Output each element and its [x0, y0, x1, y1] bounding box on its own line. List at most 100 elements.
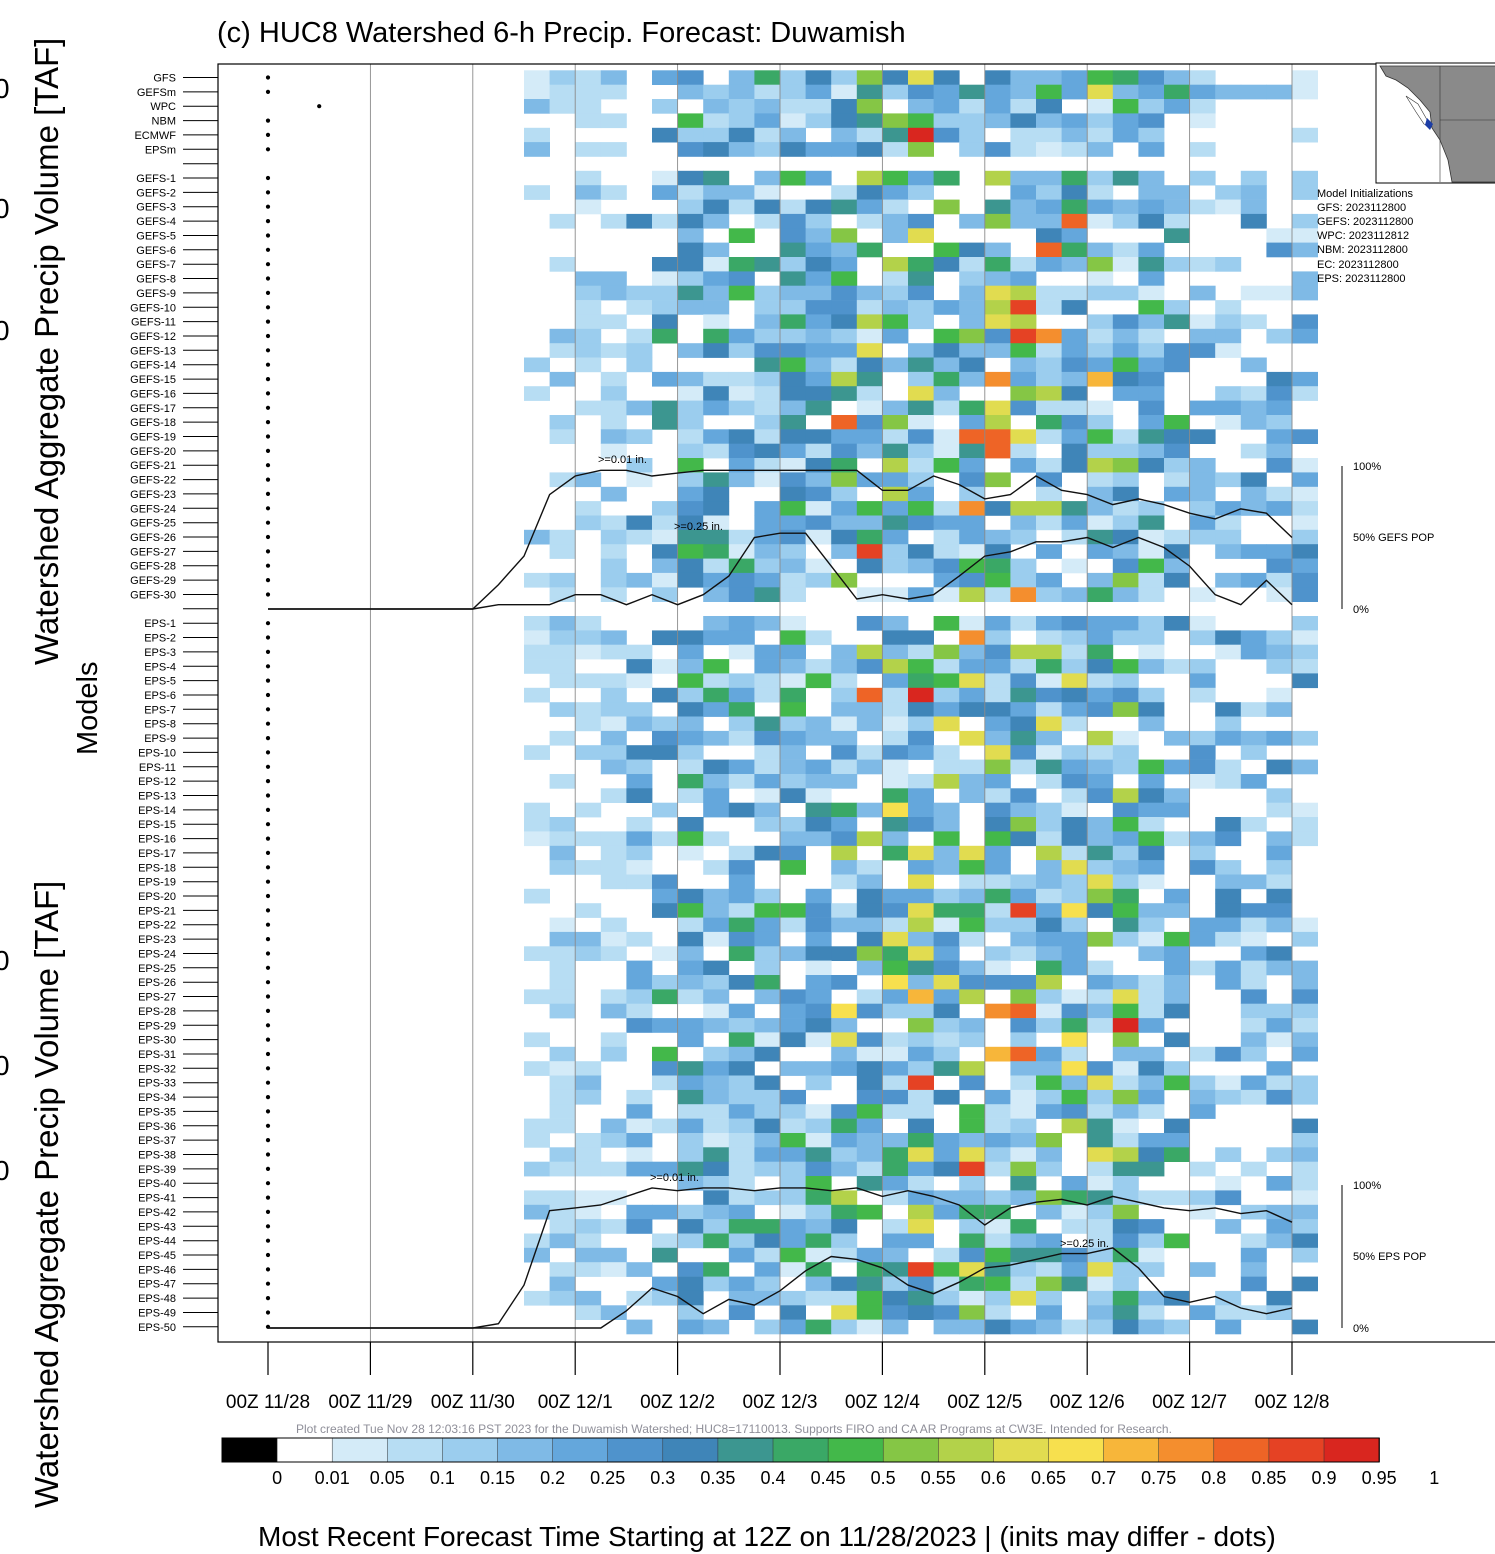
init-dot	[265, 965, 271, 970]
heatmap-cell	[1240, 213, 1267, 229]
heatmap-cell	[575, 142, 602, 157]
heatmap-cell	[805, 1219, 832, 1234]
heatmap-cell	[549, 415, 576, 430]
heatmap-cell	[780, 242, 806, 258]
heatmap-cell	[780, 99, 806, 114]
heatmap-cell	[933, 845, 960, 861]
heatmap-cell	[959, 328, 986, 344]
heatmap-cell	[1138, 400, 1165, 416]
heatmap-cell	[1010, 443, 1037, 459]
heatmap-cell	[1061, 1089, 1088, 1105]
heatmap-cell	[1061, 170, 1088, 186]
heatmap-cell	[626, 1089, 653, 1105]
row-label: GEFS-28	[130, 561, 176, 573]
heatmap-cell	[1189, 831, 1216, 847]
row-label: EPS-12	[138, 776, 176, 788]
colorbar-label: 0.95	[1362, 1468, 1397, 1488]
heatmap-cell	[1240, 975, 1267, 990]
heatmap-cell	[754, 730, 781, 746]
colorbar-swatch	[717, 1437, 774, 1463]
heatmap-cell	[882, 730, 909, 746]
heatmap-cell	[600, 644, 627, 660]
heatmap-cell	[780, 917, 806, 933]
heatmap-cell	[831, 199, 858, 215]
heatmap-cell	[1138, 529, 1165, 545]
heatmap-cell	[728, 687, 755, 703]
heatmap-cell	[1215, 759, 1242, 775]
row-label: EPS-33	[138, 1078, 176, 1090]
heatmap-cell	[1138, 544, 1165, 559]
heatmap-cell	[1215, 1290, 1242, 1306]
heatmap-cell	[626, 745, 653, 760]
heatmap-cell	[549, 1262, 576, 1277]
heatmap-cell	[703, 917, 730, 933]
heatmap-cell	[1240, 630, 1267, 646]
heatmap-cell	[856, 314, 883, 330]
heatmap-cell	[1061, 788, 1088, 803]
heatmap-cell	[856, 113, 883, 129]
heatmap-cell	[1266, 630, 1293, 646]
heatmap-cell	[933, 587, 960, 602]
heatmap-cell	[754, 774, 781, 789]
heatmap-cell	[831, 357, 858, 373]
heatmap-cell	[805, 1133, 832, 1148]
row-label: GEFS-18	[130, 417, 176, 429]
heatmap-cell	[780, 529, 806, 545]
heatmap-cell	[1292, 1247, 1318, 1263]
heatmap-cell	[1292, 84, 1318, 100]
heatmap-cell	[677, 659, 704, 674]
heatmap-cell	[984, 84, 1011, 100]
init-dot	[265, 247, 271, 252]
heatmap-cell	[882, 946, 909, 961]
heatmap-cell	[984, 730, 1011, 746]
heatmap-cell	[780, 702, 806, 717]
heatmap-cell	[728, 84, 755, 100]
heatmap-cell	[703, 486, 730, 502]
heatmap-cell	[1036, 1104, 1062, 1119]
heatmap-cell	[728, 702, 755, 717]
heatmap-cell	[831, 975, 858, 990]
heatmap-cell	[1061, 1247, 1088, 1263]
heatmap-cell	[1087, 99, 1114, 114]
heatmap-cell	[754, 903, 781, 918]
init-dot	[265, 377, 271, 382]
heatmap-cell	[1112, 1262, 1139, 1277]
heatmap-cell	[575, 860, 602, 875]
heatmap-cell	[703, 1219, 730, 1234]
row-label: EPS-9	[144, 733, 176, 745]
heatmap-cell	[882, 314, 909, 330]
row-label: EPS-8	[144, 719, 176, 731]
heatmap-cell	[805, 630, 832, 646]
heatmap-cell	[831, 242, 858, 258]
heatmap-cell	[1266, 1233, 1293, 1249]
heatmap-cell	[524, 185, 550, 200]
heatmap-cell	[1189, 99, 1216, 114]
eps-pop-100: 100%	[1353, 1180, 1381, 1192]
heatmap-cell	[1010, 257, 1037, 272]
row-label: EPS-40	[138, 1178, 176, 1190]
heatmap-cell	[677, 1233, 704, 1249]
heatmap-cell	[1215, 257, 1242, 272]
heatmap-cell	[728, 845, 755, 861]
heatmap-cell	[524, 70, 550, 85]
heatmap-cell	[959, 300, 986, 315]
heatmap-cell	[728, 888, 755, 904]
heatmap-cell	[1010, 903, 1037, 918]
row-label: GFS	[153, 73, 176, 85]
heatmap-cell	[703, 257, 730, 272]
heatmap-cell	[549, 1219, 576, 1234]
heatmap-cell	[728, 572, 755, 588]
heatmap-cell	[908, 630, 934, 646]
row-label: EPS-37	[138, 1135, 176, 1147]
heatmap-cell	[754, 1075, 781, 1091]
heatmap-cell	[984, 644, 1011, 660]
heatmap-cell	[933, 1003, 960, 1019]
heatmap-cell	[703, 673, 730, 689]
heatmap-cell	[856, 931, 883, 947]
heatmap-cell	[1292, 1319, 1318, 1335]
heatmap-cell	[805, 501, 832, 516]
heatmap-cell	[1087, 989, 1114, 1005]
heatmap-cell	[1164, 415, 1190, 430]
heatmap-cell	[754, 659, 781, 674]
heatmap-cell	[856, 903, 883, 918]
